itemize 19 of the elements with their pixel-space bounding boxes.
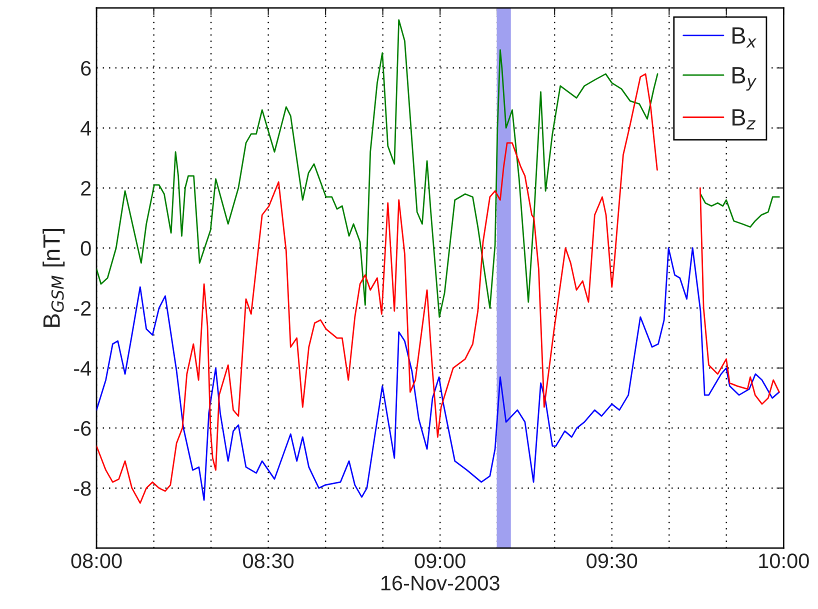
y-tick-label: -4 xyxy=(74,361,92,376)
y-tick-label: -6 xyxy=(74,421,91,436)
legend-label: B$_{z}$ xyxy=(732,109,756,130)
x-tick-label: 09:30 xyxy=(586,554,638,568)
x-tick-label: 08:30 xyxy=(243,554,294,568)
legend-label: B$_{y}$ xyxy=(732,67,757,91)
y-tick-label: 2 xyxy=(81,180,91,196)
x-tick-label: 08:00 xyxy=(71,554,122,568)
legend-label: B$_{x}$ xyxy=(732,27,756,48)
y-tick-label: 4 xyxy=(80,121,92,136)
x-tick-label: 10:00 xyxy=(759,554,809,568)
x-axis-title: 16-Nov-2003 xyxy=(381,576,500,590)
y-tick-label: 6 xyxy=(81,60,91,76)
y-tick-label: -2 xyxy=(74,301,91,316)
y-axis-title: B$_{GSM}$ [nT] xyxy=(42,229,65,327)
y-tick-label: 0 xyxy=(80,241,91,256)
x-tick-label: 09:00 xyxy=(414,554,466,568)
y-tick-label: -8 xyxy=(74,481,91,496)
line-series xyxy=(96,247,780,501)
